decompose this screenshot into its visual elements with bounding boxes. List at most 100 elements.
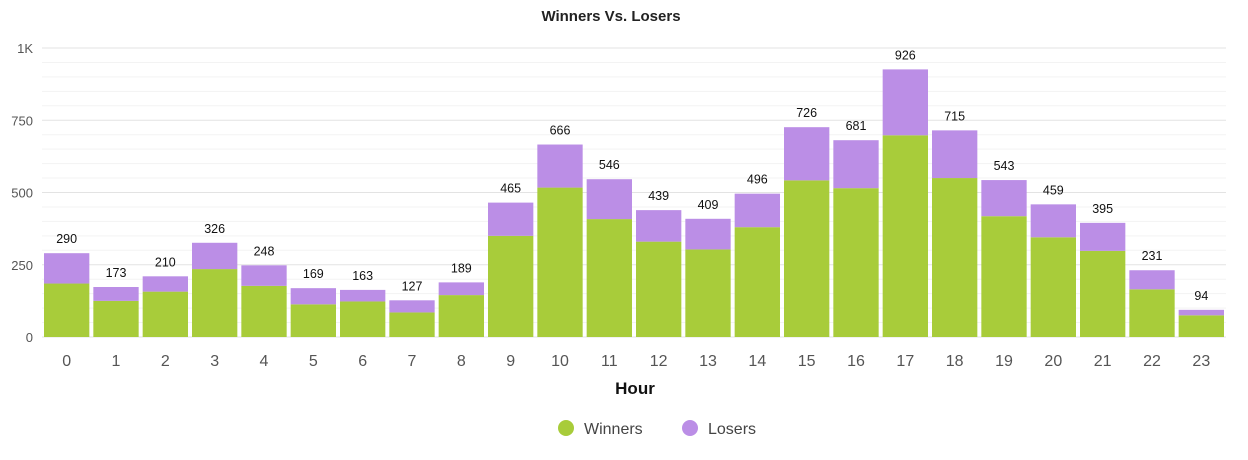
bar-losers-5[interactable] [290,288,336,305]
bar-losers-9[interactable] [488,202,534,236]
x-tick-label-8: 8 [457,353,466,370]
x-tick-label-3: 3 [210,353,219,370]
x-tick-label-14: 14 [748,353,766,370]
bar-losers-23[interactable] [1178,309,1224,316]
x-tick-label-10: 10 [551,353,569,370]
data-label-19: 543 [994,159,1015,173]
data-label-18: 715 [944,109,965,123]
x-tick-label-15: 15 [798,353,816,370]
bar-winners-19[interactable] [981,216,1027,337]
legend-item-losers[interactable]: Losers [682,420,756,438]
bar-winners-10[interactable] [537,187,583,337]
bar-losers-13[interactable] [685,218,731,250]
bar-losers-12[interactable] [636,210,682,242]
bar-losers-0[interactable] [44,253,90,284]
y-axis: 0 250 500 750 1K [11,41,33,345]
y-tick-label: 250 [11,258,33,273]
data-label-13: 409 [698,198,719,212]
bar-winners-22[interactable] [1129,289,1175,337]
bar-winners-13[interactable] [685,249,731,337]
bar-losers-4[interactable] [241,265,287,286]
x-tick-label-20: 20 [1044,353,1062,370]
bar-losers-7[interactable] [389,300,435,313]
bar-losers-11[interactable] [586,179,632,220]
bar-losers-16[interactable] [833,140,879,189]
legend-label-losers: Losers [708,421,756,438]
bar-winners-18[interactable] [932,178,978,337]
bar-winners-15[interactable] [784,180,830,337]
bar-winners-11[interactable] [586,219,632,337]
data-label-8: 189 [451,261,472,275]
legend-item-winners[interactable]: Winners [558,420,643,438]
x-tick-label-11: 11 [601,353,618,370]
bar-losers-17[interactable] [882,69,928,136]
y-tick-label: 1K [17,41,33,56]
data-label-14: 496 [747,173,768,187]
bar-losers-15[interactable] [784,127,830,181]
x-tick-label-16: 16 [847,353,865,370]
x-tick-label-2: 2 [161,353,170,370]
bar-winners-6[interactable] [340,301,386,337]
data-label-23: 94 [1194,289,1208,303]
x-tick-label-19: 19 [995,353,1013,370]
bar-winners-1[interactable] [93,300,139,337]
x-tick-label-23: 23 [1192,353,1210,370]
x-tick-label-4: 4 [260,353,269,370]
x-tick-label-12: 12 [650,353,668,370]
bar-winners-9[interactable] [488,235,534,337]
x-axis: 0 1 2 3 4 5 6 7 8 9 10 11 12 13 14 15 16 17 18 19 20 21 22 23 [62,353,1210,370]
x-tick-label-0: 0 [62,353,71,370]
x-tick-label-21: 21 [1094,353,1112,370]
data-label-2: 210 [155,255,176,269]
data-label-0: 290 [56,232,77,246]
data-label-1: 173 [106,266,127,280]
bar-losers-14[interactable] [734,193,780,228]
legend[interactable]: Winners Losers [558,420,756,438]
bar-losers-18[interactable] [932,130,978,179]
bar-losers-20[interactable] [1030,204,1076,238]
bar-losers-6[interactable] [340,289,386,302]
bar-losers-2[interactable] [142,276,188,292]
bar-winners-8[interactable] [438,295,484,337]
data-label-7: 127 [402,279,423,293]
y-tick-label: 750 [11,113,33,128]
bar-winners-2[interactable] [142,291,188,337]
legend-label-winners: Winners [584,421,643,438]
data-label-12: 439 [648,189,669,203]
y-tick-label: 0 [26,330,33,345]
bar-winners-20[interactable] [1030,237,1076,337]
bar-losers-19[interactable] [981,180,1027,217]
bar-winners-14[interactable] [734,227,780,337]
bar-winners-3[interactable] [192,269,238,337]
bar-losers-21[interactable] [1080,222,1126,251]
bar-winners-4[interactable] [241,285,287,337]
bar-winners-17[interactable] [882,135,928,337]
bar-losers-1[interactable] [93,287,139,301]
bar-winners-5[interactable] [290,304,336,337]
bar-winners-23[interactable] [1178,315,1224,337]
x-tick-label-1: 1 [112,353,121,370]
legend-marker-winners [558,420,574,436]
data-label-3: 326 [204,222,225,236]
bar-losers-10[interactable] [537,144,583,188]
x-tick-label-9: 9 [506,353,515,370]
grid-lines [42,47,1226,338]
x-tick-label-6: 6 [358,353,367,370]
bar-losers-22[interactable] [1129,270,1175,290]
bar-winners-0[interactable] [44,283,90,337]
bar-winners-7[interactable] [389,312,435,337]
legend-marker-losers [682,420,698,436]
bars[interactable] [44,69,1224,337]
data-label-11: 546 [599,158,620,172]
data-label-10: 666 [550,124,571,138]
x-axis-title: Hour [615,379,655,398]
x-tick-label-22: 22 [1143,353,1161,370]
bar-losers-3[interactable] [192,242,238,270]
bar-winners-21[interactable] [1080,250,1126,337]
bar-winners-12[interactable] [636,241,682,337]
bar-losers-8[interactable] [438,282,484,296]
bar-winners-16[interactable] [833,188,879,337]
chart-title: Winners Vs. Losers [541,8,680,25]
